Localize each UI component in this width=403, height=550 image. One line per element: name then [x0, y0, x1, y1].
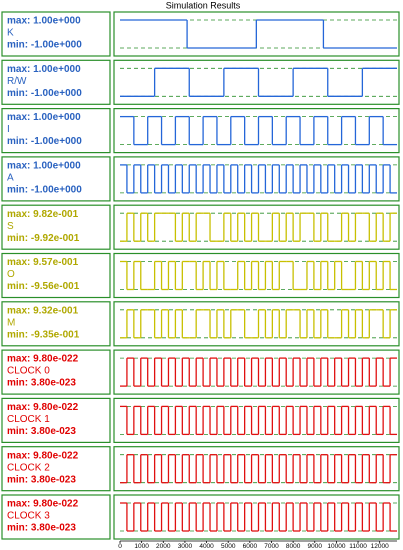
x-tick-label: 0 — [118, 543, 122, 550]
min-label: min: -1.00e+000 — [7, 88, 82, 99]
min-label: min: 3.80e-023 — [7, 426, 76, 437]
x-tick-label: 10000 — [327, 543, 345, 550]
label-box — [1, 397, 111, 443]
label-box — [1, 252, 111, 299]
min-label: min: -9.35e-001 — [7, 329, 80, 340]
plot-box — [113, 156, 400, 202]
x-tick-label: 11000 — [349, 543, 367, 550]
x-tick-label: 1000 — [134, 543, 149, 550]
x-tick-label: 6000 — [243, 543, 258, 550]
signal-name: CLOCK 2 — [7, 462, 50, 473]
max-label: max: 9.57e-001 — [7, 257, 79, 268]
x-tick-label: 9000 — [308, 543, 323, 550]
signal-name: R/W — [7, 76, 27, 87]
signal-name: A — [7, 173, 14, 184]
plot-box — [113, 494, 400, 540]
min-label: min: -1.00e+000 — [7, 136, 82, 147]
min-label: min: -9.56e-001 — [7, 281, 80, 292]
plot-box — [113, 204, 400, 250]
label-box — [1, 59, 111, 105]
x-tick-label: 5000 — [221, 543, 236, 550]
plot-box — [113, 59, 400, 105]
plot-box — [113, 397, 400, 443]
label-box — [1, 349, 111, 395]
max-label: max: 9.80e-022 — [7, 499, 79, 510]
label-box — [1, 156, 111, 202]
label-box — [1, 301, 111, 347]
min-label: min: 3.80e-023 — [7, 378, 76, 389]
signal-name: K — [7, 28, 14, 39]
label-box — [1, 107, 111, 154]
signal-name: CLOCK 3 — [7, 511, 50, 522]
label-box — [1, 204, 111, 250]
label-box — [1, 494, 111, 540]
x-tick-label: 3000 — [178, 543, 193, 550]
plot-box — [113, 107, 400, 154]
max-label: max: 1.00e+000 — [7, 112, 81, 123]
max-label: max: 9.82e-001 — [7, 209, 79, 220]
max-label: max: 9.80e-022 — [7, 354, 79, 365]
x-tick-label: 8000 — [286, 543, 301, 550]
max-label: max: 9.80e-022 — [7, 402, 79, 413]
plot-box — [113, 446, 400, 492]
min-label: min: -1.00e+000 — [7, 40, 82, 51]
plot-box — [113, 11, 400, 57]
min-label: min: -1.00e+000 — [7, 185, 82, 196]
min-label: min: -9.92e-001 — [7, 233, 80, 244]
signal-name: CLOCK 1 — [7, 414, 50, 425]
signal-name: S — [7, 221, 14, 232]
max-label: max: 9.80e-022 — [7, 450, 79, 461]
plot-box — [113, 301, 400, 347]
x-tick-label: 2000 — [156, 543, 171, 550]
plot-box — [113, 252, 400, 299]
max-label: max: 9.32e-001 — [7, 305, 79, 316]
max-label: max: 1.00e+000 — [7, 16, 81, 27]
min-label: min: 3.80e-023 — [7, 523, 76, 534]
signal-name: CLOCK 0 — [7, 366, 50, 377]
max-label: max: 1.00e+000 — [7, 64, 81, 75]
min-label: min: 3.80e-023 — [7, 474, 76, 485]
signal-name: I — [7, 124, 10, 135]
label-box — [1, 446, 111, 492]
x-tick-label: 7000 — [264, 543, 279, 550]
chart-title: Simulation Results — [166, 0, 241, 10]
signal-name: M — [7, 317, 15, 328]
signal-name: O — [7, 269, 15, 280]
plot-box — [113, 349, 400, 395]
label-box — [1, 11, 111, 57]
max-label: max: 1.00e+000 — [7, 161, 81, 172]
x-tick-label: 4000 — [199, 543, 214, 550]
x-tick-label: 12000 — [371, 543, 389, 550]
